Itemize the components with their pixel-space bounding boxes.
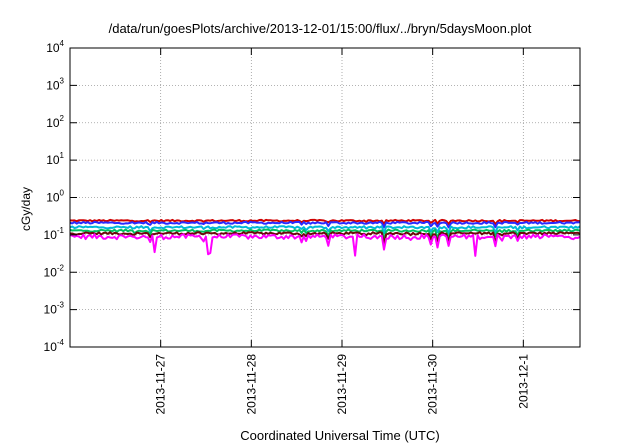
y-tick-label: 10-4: [44, 338, 65, 354]
x-tick-label: 2013-11-30: [426, 354, 440, 415]
x-tick-label: 2013-12-1: [516, 354, 530, 409]
y-tick-label: 100: [46, 189, 64, 205]
y-tick-label: 102: [46, 114, 64, 130]
x-tick-label: 2013-11-29: [335, 354, 349, 415]
tick-labels: 10-4 10-3 10-2 10-1 100 101 102 103 104 2013-11-2…: [44, 39, 531, 415]
y-tick-label: 104: [46, 39, 64, 55]
x-tick-label: 2013-11-27: [154, 354, 168, 415]
series-line: [69, 228, 581, 240]
y-tick-label: 101: [46, 151, 64, 167]
grid-lines: [70, 48, 580, 347]
y-tick-label: 10-2: [44, 263, 65, 279]
series-lines: [69, 218, 581, 257]
series-line: [69, 225, 581, 235]
series-line: [69, 218, 581, 226]
y-axis-label-text: cGy/day: [19, 187, 33, 232]
y-tick-label: 103: [46, 76, 64, 92]
plot-frame: [69, 47, 581, 348]
x-tick-label: 2013-11-28: [244, 354, 258, 415]
y-tick-label: 10-1: [44, 226, 65, 242]
chart-title: /data/run/goesPlots/archive/2013-12-01/1…: [108, 21, 532, 36]
series-line: [69, 233, 581, 257]
y-tick-label: 10-3: [44, 301, 65, 317]
x-axis-label: Coordinated Universal Time (UTC): [240, 428, 440, 443]
series-line: [69, 220, 581, 229]
axes: [69, 47, 581, 348]
